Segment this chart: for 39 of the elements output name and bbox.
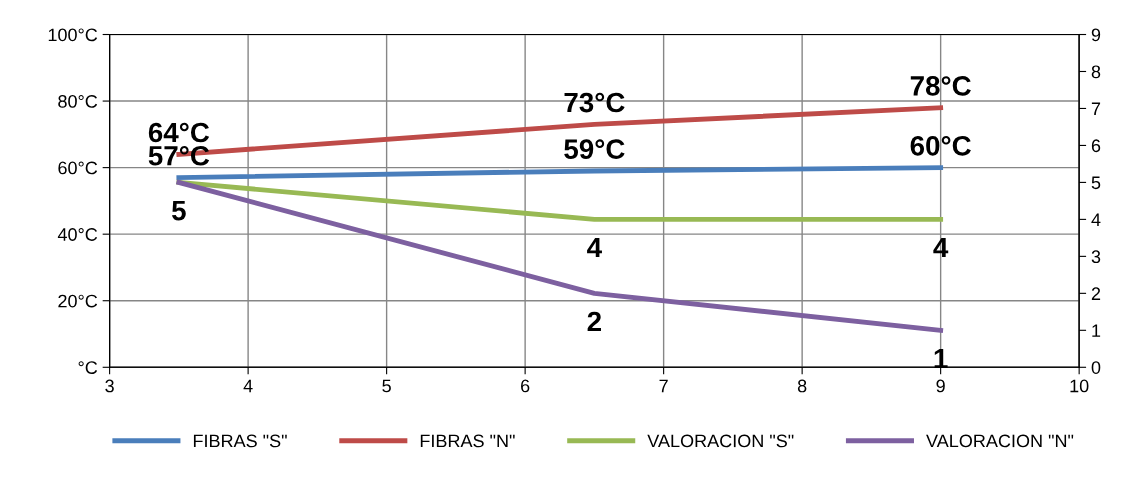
y2-tick-label: 1: [1092, 324, 1101, 337]
y-tick-label: 40°C: [57, 228, 98, 241]
data-label: 64°C: [148, 122, 210, 143]
x-tick-label: 8: [797, 379, 807, 393]
data-label: 59°C: [564, 139, 625, 159]
y2-tick-label: 4: [1091, 213, 1101, 226]
x-tick-label: 10: [1070, 379, 1089, 393]
x-tick-label: 4: [243, 379, 253, 393]
data-label: 4: [587, 238, 602, 258]
data-label: 60°C: [910, 135, 971, 156]
y2-tick-label: 6: [1091, 139, 1101, 153]
y2-tick-label: 2: [1091, 287, 1101, 300]
legend-label: VALORACION "N": [926, 434, 1074, 448]
y2-tick-label: 3: [1091, 250, 1101, 264]
y-tick-label: °C: [78, 361, 98, 375]
x-tick-label: 3: [105, 379, 114, 393]
y-tick-label: 80°C: [58, 95, 98, 108]
x-tick-label: 6: [521, 379, 530, 393]
data-label: 2: [587, 311, 601, 332]
legend-label: FIBRAS "S": [193, 434, 287, 448]
data-label: 78°C: [910, 76, 971, 96]
y2-tick-label: 9: [1091, 28, 1101, 42]
y-tick-label: 20°C: [58, 294, 98, 308]
legend-label: FIBRAS "N": [420, 434, 515, 448]
x-tick-label: 5: [382, 379, 391, 393]
x-tick-label: 7: [659, 379, 668, 393]
data-label: 4: [933, 238, 949, 258]
y2-tick-label: 5: [1091, 176, 1101, 190]
y2-tick-label: 0: [1091, 361, 1101, 375]
y2-tick-label: 7: [1091, 102, 1101, 115]
y-tick-label: 100°C: [48, 28, 98, 42]
data-label: 1: [934, 348, 948, 369]
x-tick-label: 9: [936, 379, 945, 393]
data-label: 5: [171, 201, 186, 221]
y-tick-label: 60°C: [58, 161, 98, 175]
legend-label: VALORACION "S": [647, 434, 794, 448]
y2-tick-label: 8: [1091, 65, 1101, 79]
data-label: 73°C: [564, 92, 625, 113]
data-label: 57°C: [148, 145, 210, 166]
